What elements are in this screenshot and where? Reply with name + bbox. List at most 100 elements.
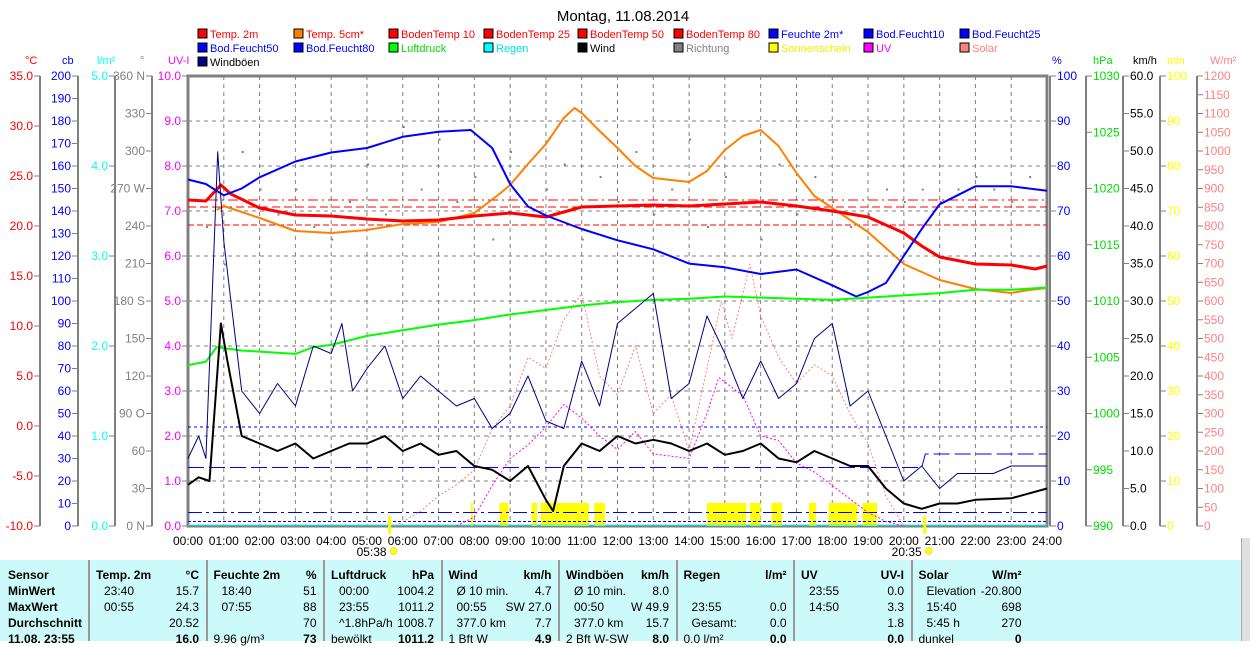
cell-label: Ø 10 min. — [574, 584, 627, 598]
cell-label: 377.0 km — [456, 616, 506, 630]
direction-point — [832, 201, 835, 203]
direction-point — [241, 151, 244, 153]
weather-chart: Montag, 11.08.2014 Temp. 2m Temp. 5cm* Bode… — [6, 8, 1237, 559]
axis-tick-label-cb: 100 — [51, 294, 71, 308]
cell-label: Gesamt: — [691, 616, 737, 630]
cell-label: 18:40 — [221, 584, 252, 598]
cell-label: 07:55 — [221, 600, 252, 614]
cell-value: -20.800 — [980, 584, 1022, 598]
axis-tick-label-cb: 60 — [58, 384, 72, 398]
axis-tick-label-solar: 700 — [1204, 257, 1224, 271]
x-tick-label: 18:00 — [817, 534, 847, 548]
cell-value: 51 — [303, 584, 317, 598]
cell-label: 2 Bft W-SW — [566, 632, 629, 646]
axis-tick-label-sun: 100 — [1167, 69, 1187, 83]
axis-tick-label-cb: 0 — [64, 519, 71, 533]
cell-label: 9.96 g/m³ — [213, 632, 265, 646]
cell-value: 7.7 — [534, 616, 552, 630]
direction-point — [921, 188, 924, 191]
column-header: Regen — [683, 568, 721, 582]
cell-label: 377.0 km — [574, 616, 624, 630]
axis-tick-label-temp: 35.0 — [10, 69, 34, 83]
axis-tick-label-wind: 10.0 — [1130, 444, 1154, 458]
legend-label: BodenTemp 25 — [496, 29, 570, 41]
axis-unit-press: hPa — [1093, 55, 1113, 67]
axis-tick-label-wind: 35.0 — [1130, 257, 1154, 271]
series-temp-2m — [187, 183, 1048, 271]
axis-tick-label-cb: 80 — [58, 339, 72, 353]
axis-tick-label-dir: 360 N — [113, 69, 145, 83]
cell-value: 0.0 — [887, 584, 904, 598]
axis-unit-sun: min — [1167, 55, 1185, 67]
axis-tick-label-rain: 3.0 — [91, 249, 108, 263]
row-label: Durchschnitt — [8, 616, 83, 630]
direction-point — [653, 213, 656, 216]
axis-unit-temp: °C — [25, 55, 37, 67]
scrollbar[interactable] — [1241, 538, 1250, 641]
direction-point — [349, 201, 352, 203]
axis-tick-label-temp: 0.0 — [16, 419, 33, 433]
legend-label: UV — [876, 43, 892, 55]
legend-label: Bod.Feucht10 — [876, 29, 945, 41]
axis-tick-label-dir: 300 — [125, 144, 145, 158]
axis-tick-label-uv: 10.0 — [158, 69, 182, 83]
cell-label: 23:55 — [809, 584, 840, 598]
column-unit: l/m² — [765, 568, 787, 582]
axis-tick-label-uv: 5.0 — [164, 294, 181, 308]
legend-swatch — [197, 56, 208, 67]
summary-table: Sensor MinWert MaxWert Durchschnitt 11.08. 2… — [0, 560, 1250, 646]
chart-title: Montag, 11.08.2014 — [557, 8, 689, 25]
cell-value: 88 — [303, 600, 317, 614]
axis-tick-label-hum: 90 — [1057, 114, 1071, 128]
axis-tick-label-uv: 9.0 — [164, 114, 181, 128]
direction-point — [474, 176, 477, 178]
row-label: MinWert — [8, 584, 56, 598]
sunshine-bar — [771, 503, 783, 526]
cell-value: 1.8 — [887, 616, 904, 630]
direction-point — [420, 188, 423, 191]
series-temp-5cm- — [216, 107, 1048, 294]
axis-tick-label-solar: 900 — [1204, 182, 1224, 196]
axis-tick-label-solar: 1100 — [1204, 107, 1230, 121]
cell-value: 1004.2 — [397, 584, 434, 598]
axis-tick-label-sun: 0 — [1167, 519, 1174, 533]
axis-tick-label-hum: 80 — [1057, 159, 1071, 173]
axis-tick-label-solar: 350 — [1204, 388, 1224, 402]
series-uv — [456, 377, 904, 527]
direction-point — [545, 188, 548, 191]
series-windb-en — [187, 151, 1047, 489]
cell-label: ^1.8hPa/h — [339, 616, 393, 630]
axis-tick-label-uv: 2.0 — [164, 429, 181, 443]
axis-tick-label-cb: 160 — [51, 159, 71, 173]
direction-point — [814, 176, 817, 178]
axis-tick-label-dir: 270 W — [110, 182, 145, 196]
axis-tick-label-cb: 200 — [51, 69, 71, 83]
axis-tick-label-solar: 750 — [1204, 238, 1224, 252]
legend-swatch — [863, 42, 874, 53]
axis-tick-label-dir: 60 — [132, 444, 146, 458]
legend-swatch — [673, 28, 684, 39]
direction-point — [796, 213, 799, 216]
axis-tick-label-wind: 55.0 — [1130, 107, 1154, 121]
direction-point — [277, 213, 280, 216]
cell-label: Elevation — [926, 584, 976, 598]
axis-tick-label-cb: 20 — [58, 474, 72, 488]
cell-value: 73 — [303, 632, 317, 646]
series-luftdruck — [187, 286, 1048, 367]
legend-label: Regen — [496, 43, 528, 55]
series-wind — [187, 322, 1048, 512]
cell-value: 0.0 — [769, 600, 787, 614]
axis-tick-label-uv: 8.0 — [164, 159, 181, 173]
legend-swatch — [293, 42, 304, 53]
cell-value: 8.0 — [652, 632, 669, 646]
x-tick-label: 21:00 — [925, 534, 955, 548]
direction-point — [975, 176, 978, 178]
axis-tick-label-sun: 40 — [1167, 339, 1181, 353]
axis-tick-label-cb: 40 — [58, 429, 72, 443]
sunshine-bar — [499, 503, 509, 526]
column-regen: Regen l/m² 23:55 0.0 Gesamt: 0.0 0.0 l/m² 0.0 — [675, 560, 793, 646]
axis-tick-label-temp: -10.0 — [6, 519, 34, 533]
axis-tick-label-cb: 110 — [52, 272, 71, 286]
x-tick-label: 17:00 — [781, 534, 811, 548]
axis-tick-label-solar: 1200 — [1204, 69, 1231, 83]
